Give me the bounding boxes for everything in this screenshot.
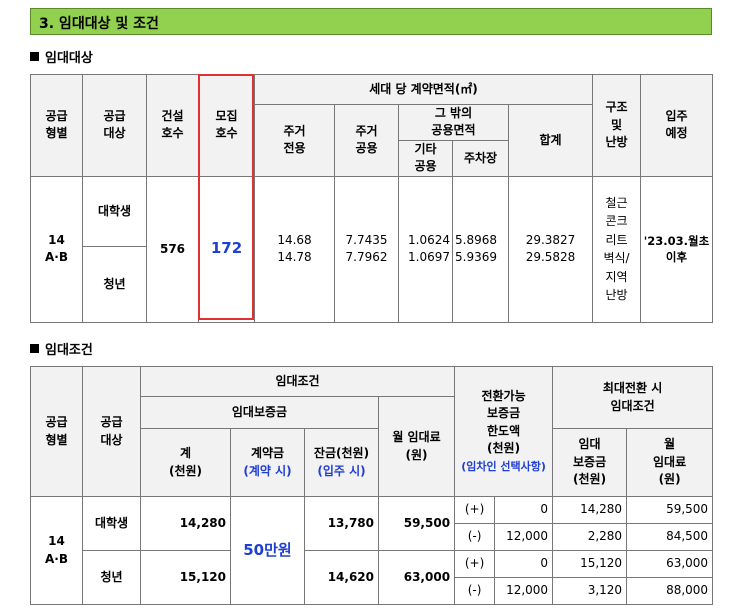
conv-value: 12,000: [494, 577, 554, 605]
header-monthly-rent: 월 임대료 (원): [377, 396, 456, 497]
conditions-heading: 임대조건: [30, 339, 93, 358]
target-heading: 임대대상: [30, 47, 93, 66]
square-bullet-icon: [30, 52, 39, 61]
row-target-youth: 청년: [82, 245, 147, 323]
row-move-in: '23.03.월초 이후: [640, 175, 713, 323]
header-private-area: 주거 전용: [254, 104, 335, 177]
row-target-student: 대학생: [82, 496, 141, 551]
row-parking: 5.8968 5.9369: [452, 175, 509, 323]
header-convertible: 전환가능 보증금 한도액 (천원) (임차인 선택사항): [454, 366, 554, 497]
header-move-in: 입주 예정: [640, 74, 713, 177]
max-deposit-value: 3,120: [552, 577, 628, 605]
header-supply-type: 공급 형별: [30, 74, 83, 177]
max-monthly-value: 63,000: [626, 550, 714, 578]
conv-value: 0: [494, 496, 554, 524]
conv-sign: (+): [454, 496, 496, 524]
header-structure: 구조 및 난방: [592, 74, 641, 177]
max-deposit-value: 15,120: [552, 550, 628, 578]
header-recruit-units: 모집 호수: [198, 74, 255, 177]
row-supply-type: 14 A·B: [30, 496, 83, 605]
max-deposit-value: 14,280: [552, 496, 628, 524]
row-youth-sum: 15,120: [140, 550, 231, 605]
header-shared-area: 주거 공용: [334, 104, 399, 177]
conv-sign: (-): [454, 577, 496, 605]
row-supply-type: 14 A·B: [30, 175, 83, 323]
header-deposit: 임대보증금: [140, 396, 379, 429]
conv-sign: (+): [454, 550, 496, 578]
row-structure: 철근 콘크 리트 벽식/지역 난방: [592, 175, 641, 323]
header-contract: 계약금 (계약 시): [230, 428, 305, 497]
row-recruit-units: 172: [198, 175, 255, 323]
row-total: 29.3827 29.5828: [508, 175, 593, 323]
header-supply-type: 공급 형별: [30, 366, 83, 497]
header-other-shared: 그 밖의 공용면적: [398, 104, 509, 141]
row-student-sum: 14,280: [140, 496, 231, 551]
max-deposit-value: 2,280: [552, 523, 628, 551]
header-supply-target: 공급 대상: [82, 366, 141, 497]
conditions-table: 공급 형별 공급 대상 임대조건 전환가능 보증금 한도액 (천원) (임차인 선택사항) …: [30, 366, 714, 605]
conv-sign: (-): [454, 523, 496, 551]
row-youth-balance: 14,620: [304, 550, 379, 605]
section-title-bar: 3. 임대대상 및 조건: [30, 8, 712, 35]
row-target-youth: 청년: [82, 550, 141, 605]
target-table: 공급 형별 공급 대상 건설 호수 모집 호수 세대 당 계약면적(㎡) 구조 및 난방 입…: [30, 74, 713, 323]
header-built-units: 건설 호수: [146, 74, 199, 177]
conv-value: 0: [494, 550, 554, 578]
header-max-conversion: 최대전환 시 임대조건: [552, 366, 714, 429]
conv-value: 12,000: [494, 523, 554, 551]
square-bullet-icon: [30, 344, 39, 353]
header-area-group: 세대 당 계약면적(㎡): [254, 74, 593, 105]
row-target-student: 대학생: [82, 175, 147, 247]
row-student-balance: 13,780: [304, 496, 379, 551]
header-deposit-sum: 계 (천원): [140, 428, 231, 497]
row-shared-area: 7.7435 7.7962: [334, 175, 399, 323]
header-balance: 잔금(천원) (입주 시): [304, 428, 379, 497]
header-supply-target: 공급 대상: [82, 74, 147, 177]
convertible-note: (임차인 선택사항): [461, 459, 546, 473]
max-monthly-value: 88,000: [626, 577, 714, 605]
header-parking: 주차장: [452, 139, 509, 177]
max-monthly-value: 59,500: [626, 496, 714, 524]
header-max-monthly: 월 임대료 (원): [626, 428, 714, 497]
header-total: 합계: [508, 104, 593, 177]
header-etc-shared: 기타 공용: [398, 139, 453, 177]
header-max-deposit: 임대 보증금 (천원): [552, 428, 628, 497]
row-etc-shared: 1.0624 1.0697: [398, 175, 453, 323]
header-lease-conditions: 임대조건: [139, 366, 456, 397]
section-title: 3. 임대대상 및 조건: [39, 16, 159, 32]
row-youth-monthly: 63,000: [377, 550, 456, 605]
max-monthly-value: 84,500: [626, 523, 714, 551]
row-private-area: 14.68 14.78: [254, 175, 335, 323]
row-contract: 50만원: [230, 496, 305, 605]
row-built-units: 576: [146, 175, 199, 323]
row-student-monthly: 59,500: [377, 496, 456, 551]
